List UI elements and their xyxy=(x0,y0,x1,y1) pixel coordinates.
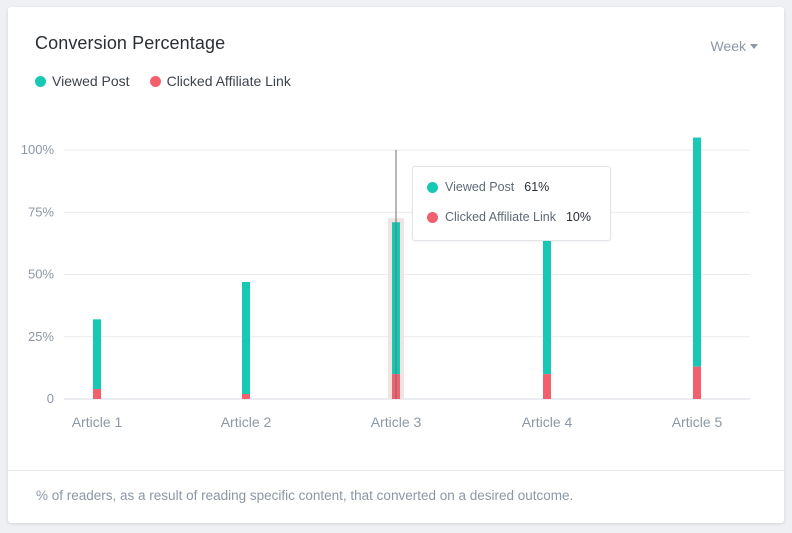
chart-description: % of readers, as a result of reading spe… xyxy=(36,488,574,503)
y-tick-label: 75% xyxy=(28,204,54,219)
legend-label-clicked-affiliate-link: Clicked Affiliate Link xyxy=(166,73,291,89)
tooltip-row-viewed-post: Viewed Post 61% xyxy=(427,180,549,194)
bar-clicked-affiliate-link xyxy=(242,394,250,399)
bar-viewed-post xyxy=(693,137,701,367)
bar-clicked-affiliate-link xyxy=(93,389,101,399)
bar-viewed-post xyxy=(242,281,250,395)
legend-item-clicked-affiliate-link[interactable]: Clicked Affiliate Link xyxy=(149,73,291,89)
footer-divider xyxy=(8,470,784,471)
tooltip-value-clicked-affiliate-link: 10% xyxy=(565,210,591,224)
tooltip-value-viewed-post: 61% xyxy=(524,180,550,194)
legend-label-viewed-post: Viewed Post xyxy=(52,73,130,89)
chart-card: Conversion Percentage Week Viewed Post C… xyxy=(8,7,784,523)
x-tick-label: Article 5 xyxy=(672,414,723,430)
tooltip-dot-viewed-post xyxy=(427,181,438,193)
y-tick-label: 100% xyxy=(21,142,55,157)
period-dropdown-label: Week xyxy=(710,38,746,54)
y-tick-label: 50% xyxy=(28,267,54,282)
bar-viewed-post xyxy=(93,319,101,390)
tooltip-label-viewed-post: Viewed Post xyxy=(445,180,515,194)
legend-item-viewed-post[interactable]: Viewed Post xyxy=(35,73,130,89)
x-tick-label: Article 2 xyxy=(221,414,272,430)
legend-dot-viewed-post xyxy=(35,75,46,87)
legend-dot-clicked-affiliate-link xyxy=(149,75,161,87)
tooltip-label-clicked-affiliate-link: Clicked Affiliate Link xyxy=(445,210,556,224)
tooltip-row-clicked-affiliate-link: Clicked Affiliate Link 10% xyxy=(427,210,591,224)
tooltip-dot-clicked-affiliate-link xyxy=(427,211,438,223)
period-dropdown[interactable]: Week xyxy=(710,38,758,54)
bar-clicked-affiliate-link xyxy=(693,366,701,399)
chart-title: Conversion Percentage xyxy=(35,33,226,53)
chart-tooltip: Viewed Post 61% Clicked Affiliate Link 1… xyxy=(412,166,611,241)
x-tick-label: Article 4 xyxy=(522,414,573,430)
x-tick-label: Article 3 xyxy=(371,414,422,430)
y-tick-label: 0 xyxy=(47,391,54,406)
bar-chart: 0 25% 50% 75% 100% Article 1 Article 2 Article … xyxy=(21,137,750,430)
chevron-down-icon xyxy=(750,44,758,49)
bar-viewed-post xyxy=(543,219,551,375)
x-tick-label: Article 1 xyxy=(72,414,123,430)
bar-clicked-affiliate-link xyxy=(543,374,551,399)
y-tick-label: 25% xyxy=(28,329,54,344)
chart-legend: Viewed Post Clicked Affiliate Link xyxy=(35,73,291,89)
